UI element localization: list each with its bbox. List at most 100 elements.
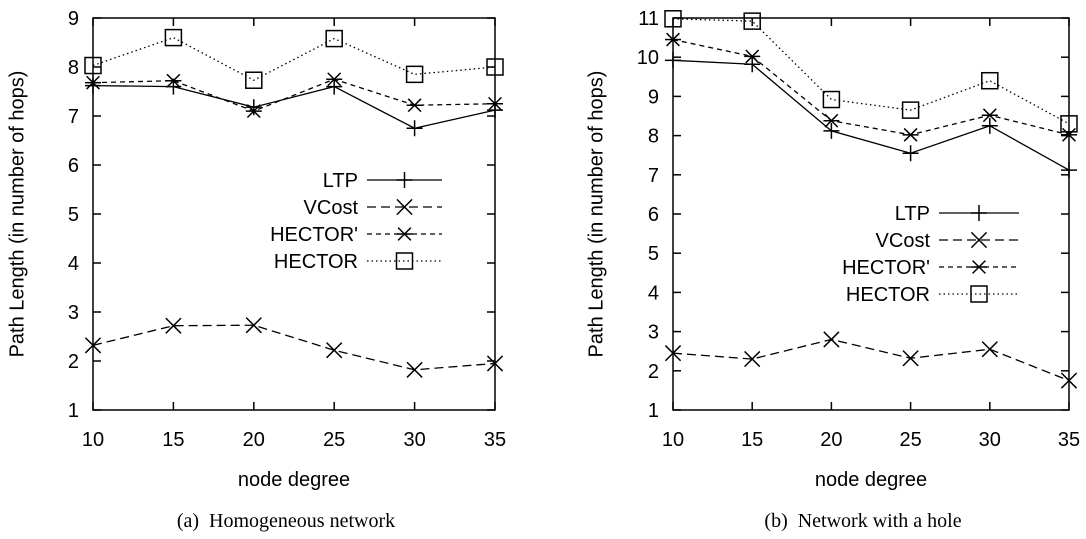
chart-b-ytick-label: 7 — [648, 165, 659, 187]
chart-b-legend-marker — [970, 231, 988, 249]
chart-a-ytick-label: 3 — [68, 302, 79, 324]
chart-b-xtick-label: 15 — [741, 429, 763, 451]
chart-b-ytick-label: 8 — [648, 126, 659, 148]
chart-a-legend-marker — [396, 198, 413, 216]
chart-a-x-axis-label: node degree — [238, 469, 350, 491]
chart-a-point-hector — [245, 104, 262, 119]
chart-b-ytick-label: 4 — [648, 282, 659, 304]
chart-b-series-hector — [664, 10, 1078, 133]
chart-b-point-ltp — [744, 56, 761, 73]
chart-b-ytick-label: 3 — [648, 322, 659, 344]
chart-a-xtick-label: 15 — [162, 429, 184, 451]
chart-a-ytick-label: 5 — [68, 204, 79, 226]
chart-b-line-hector — [672, 38, 1070, 136]
chart-a-point-vcost — [165, 317, 182, 334]
chart-a-legend-label: LTP — [323, 170, 358, 192]
chart-a-xtick-label: 30 — [403, 429, 425, 451]
chart-a-point-hector — [165, 73, 182, 88]
chart-b-point-hector — [1060, 115, 1078, 133]
chart-b: 1 2 3 4 5 6 7 8 9 10 11 10 15 20 25 30 35 node degree Path… — [585, 8, 1080, 532]
chart-a-xtick-label: 10 — [82, 429, 104, 451]
chart-a-ytick-label: 1 — [68, 400, 79, 422]
chart-b-point-hector — [664, 10, 682, 28]
chart-b-xtick-label: 25 — [899, 429, 921, 451]
chart-a-legend-label: HECTOR' — [270, 224, 358, 246]
chart-a-point-hector — [325, 29, 343, 48]
chart-b-legend-label: VCost — [876, 230, 931, 252]
chart-a-point-hector — [406, 98, 423, 113]
chart-a-point-vcost — [406, 361, 423, 378]
chart-a-point-ltp — [245, 99, 262, 116]
chart-b-ytick-label: 2 — [648, 361, 659, 383]
chart-a-point-vcost — [326, 342, 343, 359]
chart-b-xtick-label: 10 — [662, 429, 684, 451]
chart-b-legend-marker — [971, 260, 987, 274]
chart-a-caption: (a) Homogeneous network — [177, 510, 395, 532]
chart-b-point-hector — [823, 113, 840, 128]
chart-a-point-hector — [164, 28, 183, 47]
chart-b-ytick-label: 6 — [648, 204, 659, 226]
chart-a-point-hector — [405, 65, 424, 84]
chart-b-legend-marker — [971, 205, 987, 221]
chart-a-point-hector — [486, 58, 504, 76]
chart-b-legend-entry-vcost: VCost — [876, 230, 1019, 252]
chart-a-point-ltp — [85, 77, 101, 94]
chart-b-point-vcost — [1060, 372, 1078, 389]
chart-a-ytick-label: 4 — [68, 253, 79, 275]
chart-a-ytick-label: 6 — [68, 155, 79, 177]
chart-a-ytick-label: 2 — [68, 351, 79, 373]
chart-b-point-ltp — [665, 52, 681, 69]
chart-a-line-ltp — [92, 84, 496, 129]
chart-a-plot-frame — [92, 17, 496, 411]
chart-b-point-vcost — [664, 345, 682, 362]
chart-b-legend-label: HECTOR — [846, 284, 930, 306]
chart-a-series-ltp — [85, 77, 503, 137]
chart-b-point-hector — [901, 101, 920, 119]
chart-b-caption: (b) Network with a hole — [764, 510, 961, 532]
chart-b-line-vcost — [672, 338, 1070, 382]
chart-b-series-hector — [665, 32, 1077, 142]
chart-b-xtick-label: 20 — [820, 429, 842, 451]
chart-a-ytick-label: 8 — [68, 57, 79, 79]
chart-a-legend-entry-hector: HECTOR' — [270, 224, 442, 246]
chart-a-series-hector — [84, 28, 504, 89]
chart-b-point-ltp — [1061, 162, 1077, 179]
chart-b-point-hector — [981, 71, 999, 90]
chart-b-series-ltp — [665, 52, 1077, 179]
chart-b-point-hector — [822, 90, 841, 109]
chart-a-series-vcost — [84, 317, 504, 378]
chart-b-point-hector — [743, 12, 761, 30]
chart-a-line-hector — [92, 36, 496, 81]
chart-b-legend-entry-ltp: LTP — [895, 203, 1019, 225]
chart-b-point-hector — [665, 32, 681, 47]
chart-a-xtick-label: 35 — [484, 429, 506, 451]
chart-b-x-axis-label: node degree — [815, 469, 927, 491]
chart-b-plot-frame — [672, 17, 1070, 411]
chart-b-ytick-label: 5 — [648, 243, 659, 265]
chart-a-point-hector — [326, 72, 343, 87]
chart-a-legend-marker — [396, 227, 413, 241]
chart-b-y-axis-label: Path Length (in number of hops) — [585, 71, 607, 358]
chart-b-line-hector — [672, 18, 1070, 125]
chart-a-point-hector — [487, 96, 503, 111]
chart-a-legend-entry-ltp: LTP — [323, 170, 442, 192]
chart-a-ytick-label: 9 — [68, 8, 79, 30]
chart-b-point-vcost — [744, 350, 761, 368]
chart-b-point-hector — [981, 108, 998, 123]
chart-b-point-hector — [902, 127, 919, 142]
chart-b-xtick-label: 35 — [1058, 429, 1080, 451]
chart-a-point-vcost — [486, 355, 504, 372]
chart-a-point-vcost — [245, 317, 262, 334]
chart-b-legend-entry-hector: HECTOR' — [842, 257, 1019, 279]
chart-b-point-hector — [744, 49, 761, 64]
chart-a-legend-label: VCost — [304, 197, 359, 219]
chart-b-line-ltp — [672, 59, 1070, 171]
chart-a-y-axis-label: Path Length (in number of hops) — [6, 71, 28, 358]
chart-b-series-vcost — [664, 331, 1078, 389]
chart-a-line-hector — [92, 78, 496, 112]
chart-b-ytick-label: 11 — [638, 8, 659, 30]
chart-a-point-hector — [84, 56, 102, 75]
chart-b-point-vcost — [823, 331, 840, 348]
chart-b-ytick-label: 9 — [648, 86, 659, 108]
